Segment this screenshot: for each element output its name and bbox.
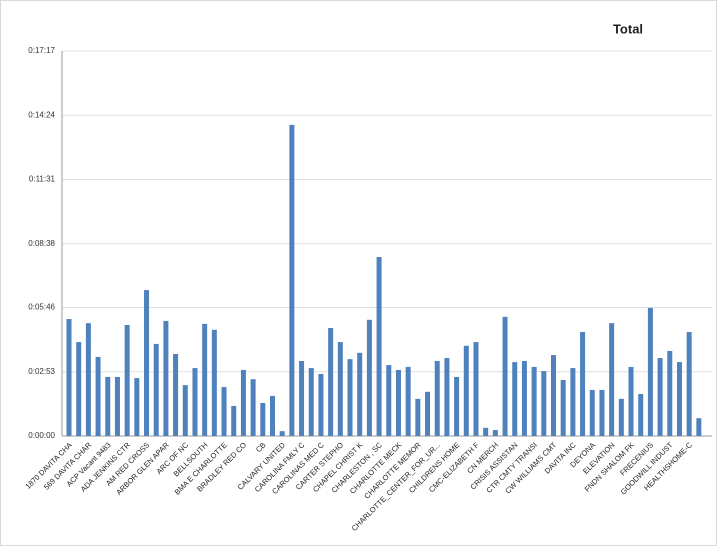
- bar: [95, 356, 101, 436]
- bar: [395, 369, 401, 436]
- bar: [134, 378, 140, 436]
- bar: [667, 350, 673, 436]
- bar: [114, 376, 120, 436]
- bar: [240, 369, 246, 436]
- bar: [211, 329, 217, 436]
- bar: [357, 352, 363, 436]
- bar: [502, 316, 508, 436]
- bar: [337, 342, 343, 436]
- bar: [512, 362, 518, 436]
- y-tick-label: 0:05:46: [28, 303, 55, 312]
- bar: [66, 319, 72, 436]
- bar: [570, 368, 576, 436]
- y-tick-label: 0:11:31: [29, 175, 56, 184]
- bar: [628, 366, 634, 436]
- bar: [473, 342, 479, 436]
- bar: [105, 376, 111, 436]
- bar: [444, 358, 450, 436]
- bar: [463, 345, 469, 436]
- bar: [231, 405, 237, 436]
- bar: [192, 368, 198, 436]
- bar: [434, 361, 440, 436]
- bar: [153, 343, 159, 436]
- bar: [308, 368, 314, 436]
- bar: [425, 391, 431, 436]
- bar: [202, 323, 208, 436]
- bar: [386, 365, 392, 436]
- bar: [279, 431, 285, 436]
- bar: [269, 395, 275, 436]
- bar: [85, 323, 91, 436]
- bar: [551, 355, 556, 436]
- bar: [560, 379, 566, 436]
- bar: [580, 332, 586, 436]
- bar: [250, 379, 256, 436]
- bar: [483, 427, 489, 436]
- bar: [521, 361, 527, 436]
- bar: [347, 359, 353, 436]
- bar: [124, 324, 130, 436]
- y-tick-label: 0:08:38: [28, 239, 55, 248]
- bar: [686, 332, 692, 436]
- bar: [676, 362, 682, 436]
- bar: [638, 394, 644, 436]
- bar: [221, 386, 227, 436]
- bar: [618, 398, 624, 436]
- bar: [531, 366, 537, 436]
- bar: [415, 398, 421, 436]
- y-tick-label: 0:00:00: [28, 431, 55, 440]
- bar: [328, 327, 334, 436]
- bar: [163, 320, 169, 436]
- bar: [144, 290, 150, 436]
- bar: [182, 385, 188, 436]
- bar: [289, 124, 295, 437]
- bar: [173, 353, 179, 436]
- bar: [609, 323, 615, 436]
- y-tick-label: 0:17:17: [28, 46, 55, 55]
- bar: [454, 376, 460, 436]
- bar: [696, 418, 702, 436]
- y-tick-label: 0:14:24: [28, 110, 55, 119]
- bar: [589, 389, 595, 436]
- bar: [599, 389, 605, 436]
- bar: [366, 319, 372, 436]
- bar: [492, 430, 498, 436]
- bar: [76, 342, 82, 436]
- chart-title: Total: [613, 21, 643, 36]
- bar: [376, 257, 382, 436]
- bar: [647, 307, 653, 436]
- y-tick-label: 0:02:53: [28, 367, 55, 376]
- bar: [405, 366, 411, 436]
- bar: [657, 358, 663, 436]
- bar: [260, 402, 266, 436]
- bar: [541, 371, 547, 436]
- bar: [299, 361, 305, 436]
- bar: [318, 373, 324, 436]
